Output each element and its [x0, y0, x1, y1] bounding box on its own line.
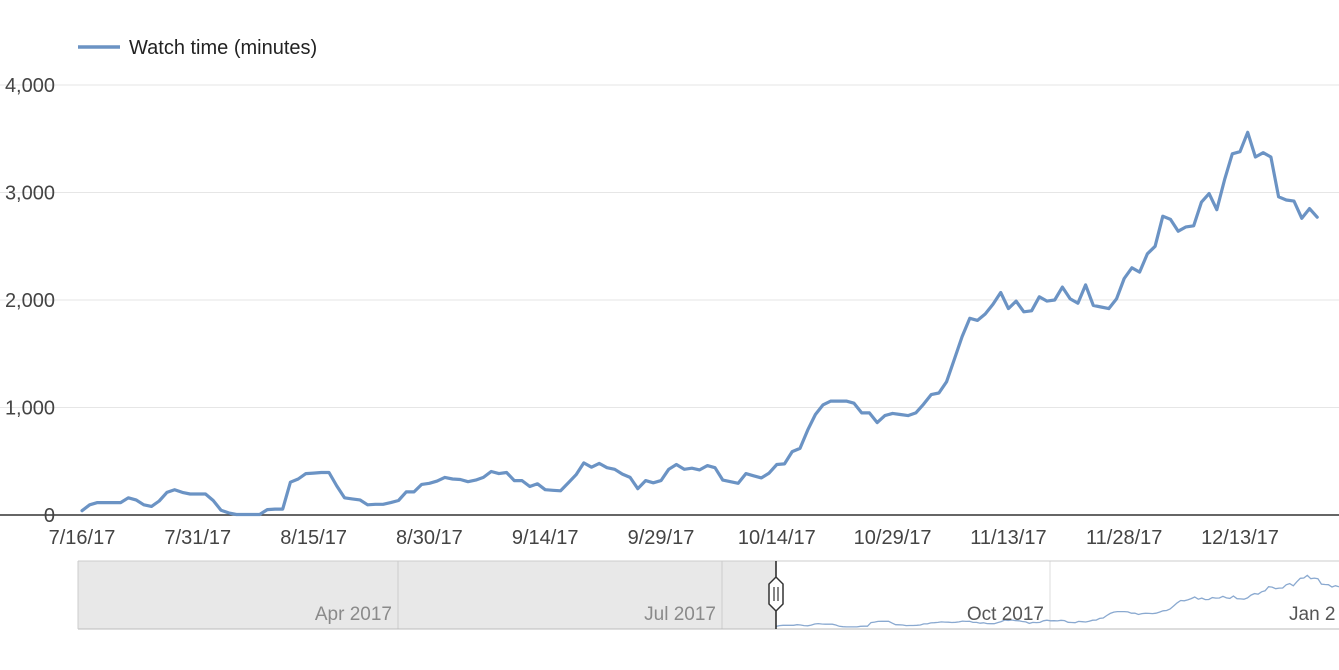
legend: Watch time (minutes) — [78, 37, 317, 59]
x-tick-label: 11/13/17 — [970, 527, 1046, 549]
y-tick-label: 4,000 — [5, 75, 55, 97]
gridlines — [0, 84, 1339, 516]
handle-grip-icon[interactable] — [768, 575, 784, 613]
navigator-unselected-range — [78, 561, 776, 629]
navigator-series — [775, 574, 1339, 628]
x-tick-label: 11/28/17 — [1086, 527, 1162, 549]
navigator-drag-handle[interactable] — [768, 575, 784, 613]
x-tick-label: 9/14/17 — [512, 527, 579, 549]
range-navigator[interactable]: Apr 2017 Jul 2017 Oct 2017 Jan 2 — [77, 560, 1339, 630]
navigator-label-jul: Jul 2017 — [644, 604, 716, 625]
series-line-watch-time — [80, 130, 1319, 517]
x-tick-label: 10/29/17 — [854, 527, 932, 549]
navigator-label-oct: Oct 2017 — [967, 604, 1044, 625]
x-axis-ticks: 7/16/17 7/31/17 8/15/17 8/30/17 9/14/17 9/29/… — [49, 527, 1279, 549]
x-tick-label: 7/31/17 — [164, 527, 231, 549]
y-tick-label: 2,000 — [5, 290, 55, 312]
series-layer — [80, 130, 1319, 517]
navigator-line — [775, 574, 1339, 628]
y-tick-label: 0 — [44, 505, 55, 527]
x-tick-label: 9/29/17 — [628, 527, 695, 549]
x-tick-label: 8/30/17 — [396, 527, 463, 549]
navigator-label-jan: Jan 2 — [1289, 604, 1335, 625]
legend-label: Watch time (minutes) — [129, 37, 317, 59]
x-tick-label: 12/13/17 — [1201, 527, 1279, 549]
x-tick-label: 10/14/17 — [738, 527, 816, 549]
x-tick-label: 7/16/17 — [49, 527, 116, 549]
x-tick-label: 8/15/17 — [280, 527, 347, 549]
y-tick-label: 3,000 — [5, 183, 55, 205]
y-tick-label: 1,000 — [5, 398, 55, 420]
navigator-label-apr: Apr 2017 — [315, 604, 392, 625]
y-axis-ticks: 0 1,000 2,000 3,000 4,000 — [5, 75, 55, 527]
